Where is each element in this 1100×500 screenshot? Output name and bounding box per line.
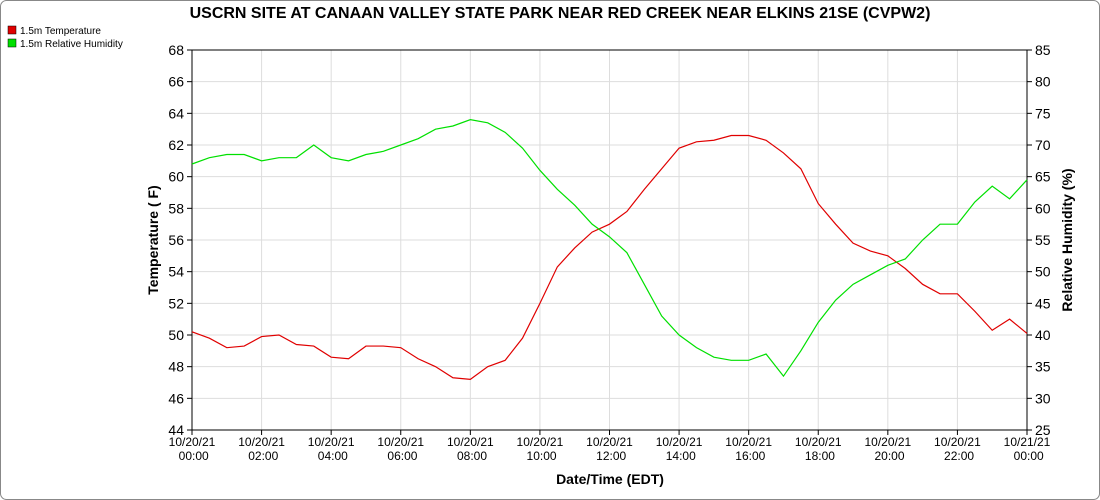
x-tick-label: 10/20/21 10:00 [517,435,564,463]
x-tick-label: 10/20/21 18:00 [795,435,842,463]
y-axis-label: Temperature ( F) [145,185,161,294]
chart-title: USCRN SITE AT CANAAN VALLEY STATE PARK N… [190,5,931,22]
legend-swatch [7,25,17,35]
x-tick-label: 10/20/21 14:00 [656,435,703,463]
y2-axis-label: Relative Humidity (%) [1059,168,1075,311]
y-tick-label: 48 [168,359,184,375]
data-line [191,119,1028,378]
y-tick-label: 56 [168,232,184,248]
y2-tick-label: 75 [1035,105,1051,121]
y2-tick-label: 80 [1035,74,1051,90]
y2-tick-label: 30 [1035,390,1051,406]
y2-tick-label: 50 [1035,264,1051,280]
x-tick-label: 10/20/21 20:00 [864,435,911,463]
y2-tick-label: 35 [1035,359,1051,375]
y-tick-label: 52 [168,295,184,311]
x-tick-label: 10/20/21 02:00 [238,435,285,463]
y-tick-label: 44 [168,422,184,438]
data-line [191,134,1028,380]
y2-tick-label: 60 [1035,200,1051,216]
y-tick-label: 50 [168,327,184,343]
y-tick-label: 62 [168,137,184,153]
legend-label: 1.5m Relative Humidity [20,39,123,50]
plot-border [191,49,1028,431]
x-tick-label: 10/20/21 00:00 [169,435,216,463]
x-tick-label: 10/20/21 08:00 [447,435,494,463]
x-tick-label: 10/21/21 00:00 [1004,435,1051,463]
y-tick-label: 68 [168,42,184,58]
y-tick-label: 58 [168,200,184,216]
y2-tick-label: 85 [1035,42,1051,58]
y2-tick-label: 55 [1035,232,1051,248]
x-tick-label: 10/20/21 12:00 [586,435,633,463]
y2-tick-label: 40 [1035,327,1051,343]
y-tick-label: 64 [168,105,184,121]
y2-tick-label: 65 [1035,169,1051,185]
x-tick-label: 10/20/21 04:00 [308,435,355,463]
y2-tick-label: 25 [1035,422,1051,438]
legend-swatch [7,38,17,48]
y-tick-label: 60 [168,169,184,185]
y-tick-label: 66 [168,74,184,90]
x-tick-label: 10/20/21 22:00 [934,435,981,463]
y-tick-label: 54 [168,264,184,280]
x-tick-label: 10/20/21 16:00 [725,435,772,463]
x-axis-label: Date/Time (EDT) [556,471,664,487]
y-tick-label: 46 [168,390,184,406]
x-tick-label: 10/20/21 06:00 [377,435,424,463]
legend-label: 1.5m Temperature [20,26,101,37]
y2-tick-label: 45 [1035,295,1051,311]
y2-tick-label: 70 [1035,137,1051,153]
